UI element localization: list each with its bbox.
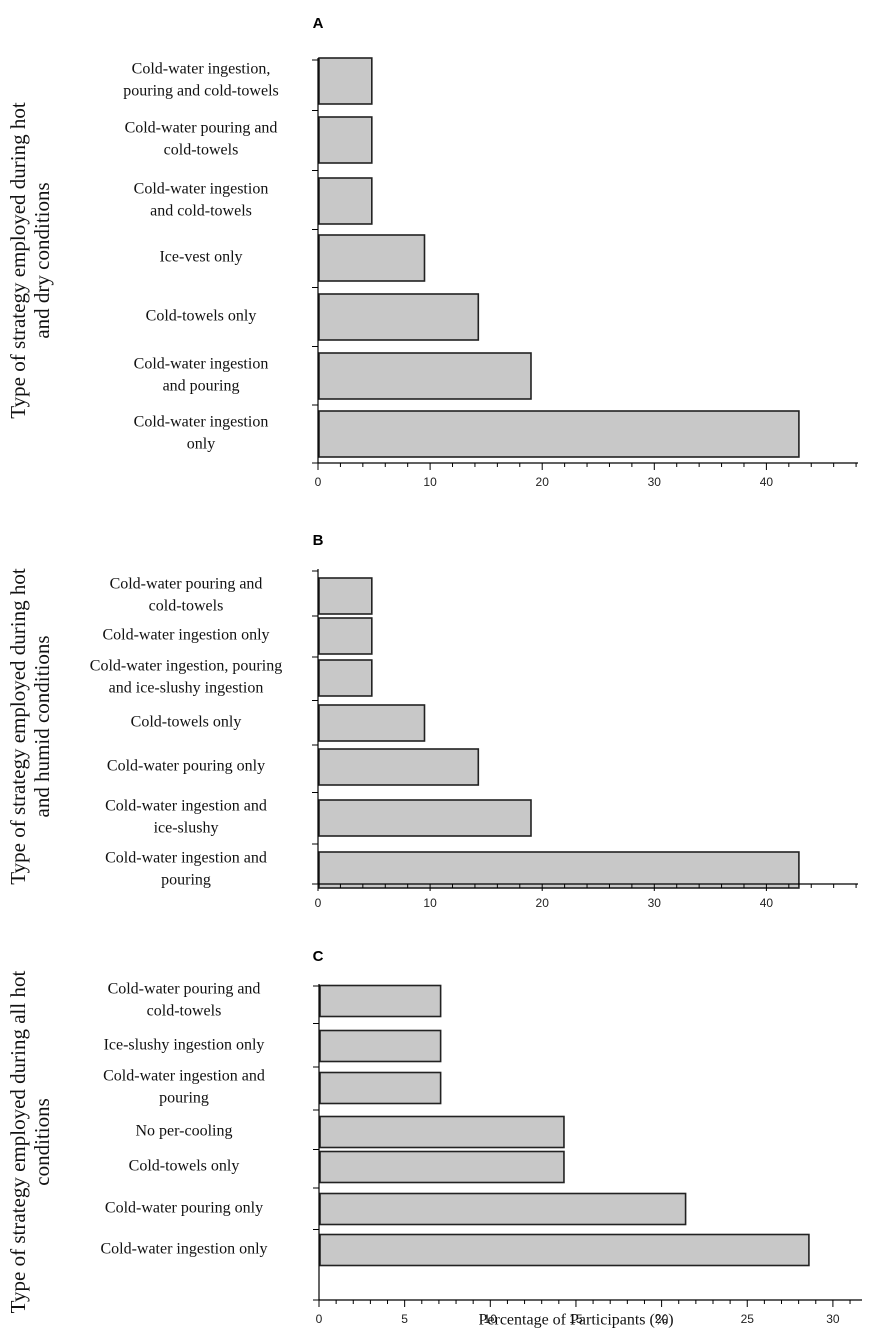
bar	[319, 1233, 810, 1267]
category-label: cold-towels	[149, 598, 224, 615]
x-tick-label: 25	[741, 1312, 755, 1326]
chart-panel-b: B 0 10 20 30 40 Cold-water pouring and cold-tow…	[6, 532, 858, 910]
x-tick-label: 20	[655, 1312, 669, 1326]
bar	[318, 659, 373, 697]
bar	[318, 234, 426, 282]
category-label: Cold-towels only	[146, 308, 257, 325]
category-label: Cold-water ingestion only	[102, 627, 269, 644]
category-label: only	[187, 436, 215, 453]
category-label: Cold-water ingestion,	[132, 61, 271, 78]
category-label: Ice-slushy ingestion only	[104, 1037, 265, 1054]
category-label: and ice-slushy ingestion	[109, 680, 264, 697]
panel-label: B	[313, 532, 324, 549]
bar	[319, 1071, 442, 1105]
bar	[318, 293, 480, 341]
category-label: Cold-towels only	[131, 714, 242, 731]
category-label: Cold-water ingestion and	[105, 798, 267, 815]
x-tick-label: 20	[536, 475, 550, 489]
category-label: pouring	[161, 872, 211, 889]
category-label: cold-towels	[164, 142, 239, 159]
category-label: Cold-water pouring and	[110, 576, 263, 593]
category-label: and cold-towels	[150, 203, 252, 220]
category-label: Cold-towels only	[129, 1158, 240, 1175]
bar	[319, 984, 442, 1018]
x-tick-label: 40	[760, 896, 774, 910]
x-tick-label: 10	[484, 1312, 498, 1326]
x-tick-label: 40	[760, 475, 774, 489]
x-tick-label: 5	[401, 1312, 408, 1326]
bar	[318, 352, 532, 400]
category-label: Cold-water pouring and	[125, 120, 278, 137]
category-label: Cold-water pouring only	[107, 758, 265, 775]
category-label: Cold-water ingestion, pouring	[90, 658, 282, 675]
bar	[319, 1192, 687, 1226]
bar	[319, 1029, 442, 1063]
x-tick-label: 0	[316, 1312, 323, 1326]
category-label: Cold-water pouring only	[105, 1200, 263, 1217]
x-tick-label: 0	[315, 896, 322, 910]
bar	[318, 851, 800, 889]
category-label: No per-cooling	[136, 1123, 233, 1140]
x-tick-label: 15	[569, 1312, 583, 1326]
bar	[318, 410, 800, 458]
category-label: Cold-water ingestion	[134, 414, 269, 431]
category-label: Cold-water ingestion and	[103, 1068, 265, 1085]
bar	[318, 577, 373, 615]
y-axis-title: Type of strategy employed during hot	[6, 102, 30, 419]
bar	[318, 57, 373, 105]
category-label: cold-towels	[147, 1003, 222, 1020]
category-label: Ice-vest only	[159, 249, 242, 266]
bar	[319, 1115, 565, 1149]
bar	[318, 799, 532, 837]
category-label: ice-slushy	[154, 820, 219, 837]
panel-label: C	[313, 948, 324, 965]
x-tick-label: 30	[826, 1312, 840, 1326]
x-tick-label: 30	[648, 896, 662, 910]
y-axis-title: Type of strategy employed during all hot	[6, 971, 30, 1314]
category-label: Cold-water ingestion	[134, 181, 269, 198]
bar	[318, 177, 373, 225]
category-label: Cold-water ingestion and	[105, 850, 267, 867]
x-tick-label: 30	[648, 475, 662, 489]
category-label: pouring and cold-towels	[123, 83, 279, 100]
chart-panel-a: A 0 10 20 30 40 Cold-water ingestion, pouring a…	[6, 15, 858, 489]
panel-label: A	[313, 15, 324, 32]
x-tick-label: 10	[423, 896, 437, 910]
y-axis-title: and humid conditions	[30, 636, 54, 818]
y-axis-title: conditions	[30, 1098, 54, 1186]
category-label: Cold-water pouring and	[108, 981, 261, 998]
bar	[318, 116, 373, 164]
y-axis-title: Type of strategy employed during hot	[6, 568, 30, 885]
x-axis-title: Percentage of Participants (%)	[478, 1312, 673, 1329]
bar	[318, 617, 373, 655]
y-axis-title: and dry conditions	[30, 182, 54, 338]
category-label: Cold-water ingestion	[134, 356, 269, 373]
x-tick-label: 0	[315, 475, 322, 489]
category-label: and pouring	[163, 378, 240, 395]
bar	[319, 1150, 565, 1184]
x-tick-label: 20	[536, 896, 550, 910]
category-label: Cold-water ingestion only	[100, 1241, 267, 1258]
bar	[318, 748, 480, 786]
bar	[318, 704, 426, 742]
x-tick-label: 10	[423, 475, 437, 489]
chart-panel-c: C 0 5 10 15 20 25 30 Cold-water pouring and cold-…	[6, 948, 862, 1329]
category-label: pouring	[159, 1090, 209, 1107]
